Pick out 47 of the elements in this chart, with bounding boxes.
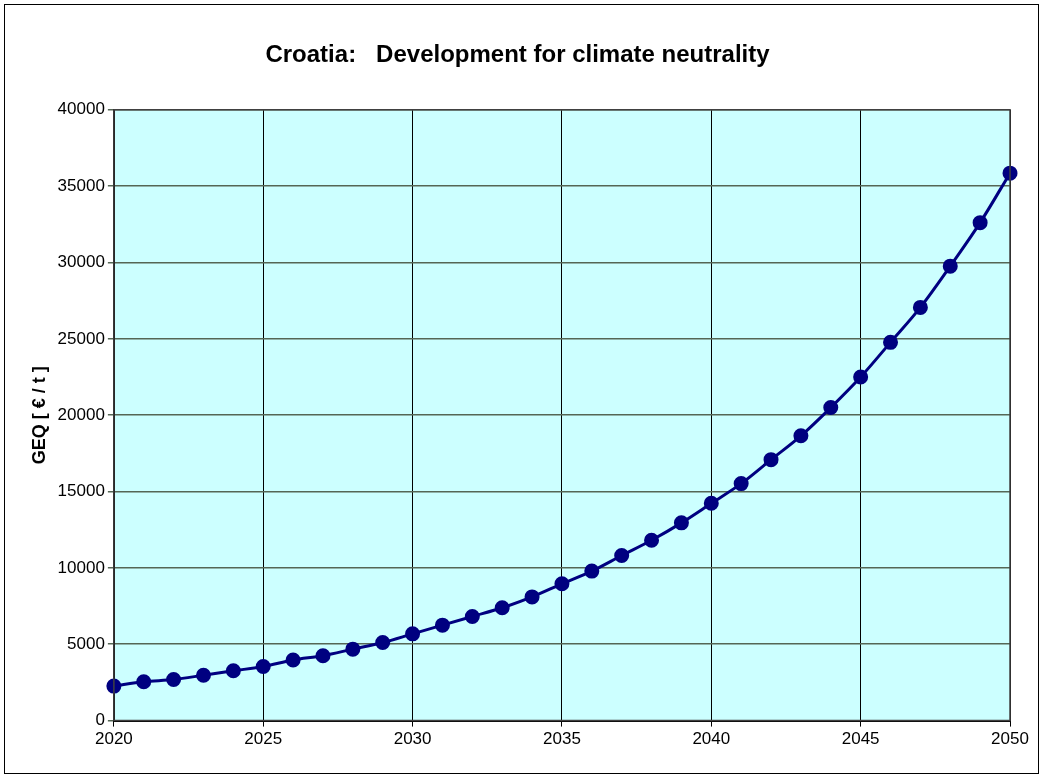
y-tick-label: 10000: [57, 557, 105, 577]
point: [434, 617, 450, 633]
point: [255, 659, 271, 675]
point: [823, 400, 839, 416]
point: [554, 576, 570, 592]
point: [345, 641, 361, 657]
point: [285, 652, 301, 668]
y-tick-label: 35000: [57, 175, 105, 195]
x-tick-label: 2025: [244, 729, 283, 749]
point: [166, 672, 182, 688]
y-axis-title: GEQ [ € / t ]: [28, 366, 49, 465]
point: [225, 663, 241, 679]
point: [763, 452, 779, 468]
y-tick-label: 5000: [67, 633, 105, 653]
point: [703, 495, 719, 511]
point: [405, 626, 421, 642]
point: [136, 674, 152, 690]
point: [614, 548, 630, 564]
point: [942, 258, 958, 274]
x-tick-label: 2045: [841, 729, 880, 749]
point: [584, 563, 600, 579]
point: [673, 515, 689, 531]
point: [853, 369, 869, 385]
x-tick-label: 2040: [692, 729, 731, 749]
point: [793, 428, 809, 444]
point: [912, 299, 928, 315]
point: [494, 600, 510, 616]
point: [464, 608, 480, 624]
point: [315, 648, 331, 664]
point: [375, 635, 391, 651]
y-tick-label: 15000: [57, 481, 105, 501]
y-tick-label: 40000: [57, 99, 105, 119]
point: [972, 215, 988, 231]
y-tick-label: 30000: [57, 252, 105, 272]
x-tick-label: 2050: [991, 729, 1029, 749]
point: [524, 589, 540, 605]
point: [195, 667, 211, 683]
y-tick-label: 0: [95, 710, 105, 730]
chart-title: Croatia: Development for climate neutrality: [265, 40, 771, 68]
x-tick-label: 2030: [393, 729, 432, 749]
x-tick-label: 2035: [543, 729, 581, 749]
y-tick-label: 25000: [57, 328, 105, 348]
point: [644, 532, 660, 548]
point: [883, 334, 899, 350]
point: [733, 476, 749, 492]
x-tick-label: 2020: [94, 729, 133, 749]
y-tick-label: 20000: [57, 404, 105, 424]
